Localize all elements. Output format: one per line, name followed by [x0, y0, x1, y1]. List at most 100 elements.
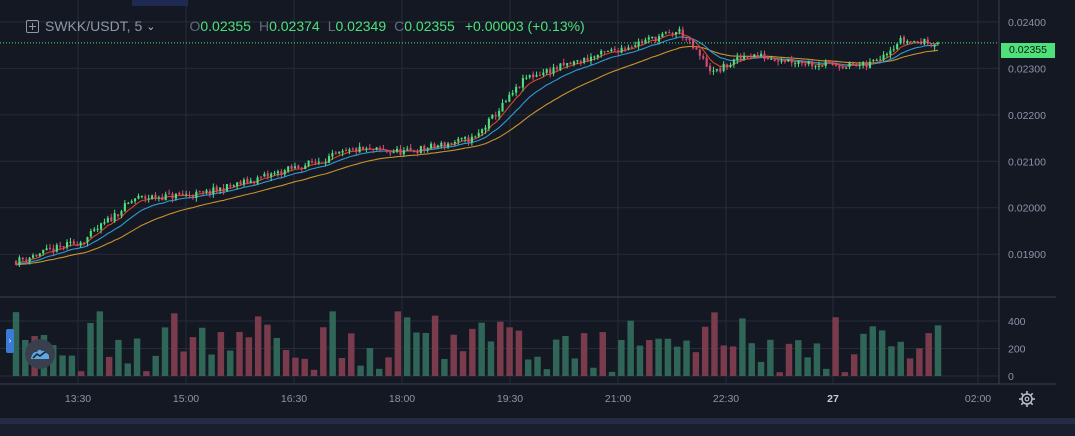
- gear-icon[interactable]: [1018, 390, 1036, 408]
- candle-body: [290, 165, 293, 169]
- candle-body: [317, 161, 320, 163]
- candle-body: [460, 138, 463, 140]
- symbol-label[interactable]: SWKK/USDT, 5: [45, 18, 143, 34]
- candle-body: [508, 94, 511, 102]
- plus-square-icon[interactable]: [26, 19, 39, 33]
- candle-body: [804, 63, 807, 65]
- candle-body: [705, 58, 708, 67]
- candle-body: [896, 44, 899, 50]
- candle-body: [174, 193, 177, 199]
- candle-body: [487, 118, 490, 129]
- volume-bar: [934, 325, 942, 376]
- candle-body: [293, 166, 297, 169]
- high-value: 0.02374: [269, 18, 320, 34]
- candle-body: [729, 64, 732, 67]
- volume-bar: [96, 311, 104, 376]
- candle-body: [239, 181, 242, 185]
- volume-tick-label: 0: [1008, 371, 1014, 383]
- candle-body: [746, 56, 749, 58]
- volume-bar: [748, 343, 755, 376]
- candle-body: [702, 56, 705, 59]
- candle-body: [161, 196, 164, 201]
- candle-body: [749, 56, 752, 58]
- candle-body: [164, 194, 167, 201]
- chevron-down-icon[interactable]: ⌄: [146, 20, 156, 33]
- open-value: 0.02355: [200, 18, 251, 34]
- candle-body: [96, 228, 99, 230]
- volume-bar: [310, 369, 318, 376]
- candle-body: [181, 193, 184, 196]
- candle-body: [885, 53, 889, 56]
- candle-body: [719, 68, 722, 72]
- candle-body: [695, 47, 698, 50]
- candle-body: [848, 62, 851, 67]
- candle-body: [681, 29, 684, 39]
- low-value: 0.02349: [335, 18, 387, 34]
- volume-bar: [245, 337, 253, 376]
- candle-body: [579, 61, 582, 63]
- candle-body: [225, 184, 228, 192]
- volume-bar: [478, 322, 485, 376]
- candle-body: [491, 114, 494, 119]
- time-tick-label: 16:30: [281, 393, 307, 405]
- candle-body: [504, 101, 507, 103]
- candle-body: [552, 67, 555, 74]
- candle-body: [120, 211, 123, 216]
- candle-body: [123, 203, 126, 212]
- volume-tick-label: 400: [1008, 316, 1026, 328]
- candle-body: [18, 257, 21, 266]
- volume-bar: [124, 363, 131, 376]
- candle-body: [559, 63, 562, 71]
- candle-body: [344, 150, 348, 152]
- tradingview-logo-icon[interactable]: [25, 339, 55, 369]
- volume-bar: [87, 323, 94, 376]
- candle-body: [423, 145, 426, 150]
- volume-bar: [68, 355, 76, 376]
- volume-bar: [888, 346, 895, 376]
- candle-body: [76, 244, 79, 246]
- candle-body: [236, 182, 239, 187]
- candle-body: [525, 77, 528, 79]
- volume-bar: [366, 348, 374, 376]
- time-tick-label: 15:00: [173, 393, 199, 405]
- volume-bar: [580, 333, 588, 376]
- candle-body: [259, 176, 263, 178]
- candle-body: [65, 242, 69, 248]
- time-tick-label: 13:30: [65, 393, 91, 405]
- volume-bar: [143, 371, 150, 376]
- candle-body: [307, 160, 310, 166]
- volume-bar: [348, 333, 355, 376]
- time-tick-label: 27: [827, 393, 839, 405]
- volume-bar: [487, 341, 495, 376]
- candle-body: [266, 173, 269, 177]
- candle-body: [521, 78, 524, 88]
- volume-bar: [701, 326, 709, 376]
- candle-body: [470, 136, 473, 143]
- candle-body: [562, 62, 565, 66]
- candle-body: [334, 152, 337, 154]
- volume-bar: [152, 355, 159, 376]
- candle-body: [321, 162, 324, 164]
- candle-body: [310, 161, 314, 163]
- candle-body: [736, 56, 739, 60]
- volume-bar: [459, 351, 467, 376]
- candle-body: [644, 39, 647, 44]
- candle-body: [603, 51, 606, 53]
- volume-bar: [180, 351, 187, 376]
- chevron-right-icon[interactable]: ›: [6, 329, 14, 353]
- volume-bar: [199, 327, 206, 376]
- candle-body: [777, 60, 780, 62]
- candle-body: [270, 173, 273, 177]
- volume-bar: [515, 330, 523, 376]
- volume-bar: [497, 321, 504, 376]
- candle-body: [743, 56, 746, 59]
- candle-body: [634, 45, 637, 47]
- candle-body: [25, 259, 28, 261]
- candle-body: [103, 222, 106, 224]
- candle-body: [191, 195, 194, 198]
- candle-body: [256, 177, 259, 184]
- change-value: +0.00003 (+0.13%): [464, 18, 585, 34]
- volume-bar: [329, 311, 336, 376]
